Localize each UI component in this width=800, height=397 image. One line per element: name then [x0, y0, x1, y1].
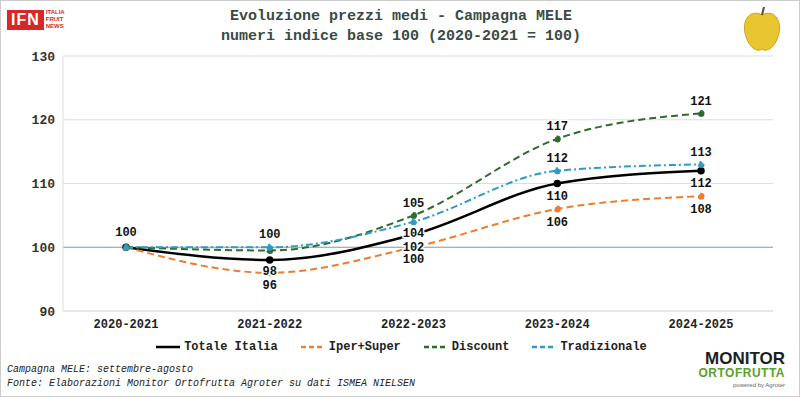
svg-text:105: 105: [403, 197, 425, 211]
svg-text:100: 100: [259, 228, 281, 242]
html-text:Campagna MELE: settembre-agost: Campagna MELE: settembre-agosto: [7, 364, 193, 375]
svg-text:102: 102: [402, 240, 425, 255]
svg-text:2020-2021: 2020-2021: [94, 318, 159, 332]
svg-text:108: 108: [690, 203, 712, 217]
html-text:Discount: Discount: [451, 340, 510, 354]
svg-text:2021-2022: 2021-2022: [237, 318, 302, 332]
html-text:FRUIT: FRUIT: [45, 16, 64, 22]
svg-text:2024-2025: 2024-2025: [669, 318, 734, 332]
svg-text:112: 112: [690, 177, 712, 191]
html-text:IFN: IFN: [11, 10, 40, 28]
html-text:Evoluzione prezzi medi - Campa: Evoluzione prezzi medi - Campagna MELE: [230, 8, 572, 25]
svg-text:110: 110: [32, 177, 56, 192]
svg-text:2023-2024: 2023-2024: [525, 318, 590, 332]
html-text:ORTOFRUTTA: ORTOFRUTTA: [698, 366, 785, 380]
html-text:Totale Italia: Totale Italia: [184, 340, 278, 354]
svg-text:110: 110: [546, 190, 568, 204]
html-text:NEWS: NEWS: [45, 23, 64, 29]
svg-text:120: 120: [32, 113, 56, 128]
svg-text:104: 104: [403, 227, 425, 241]
svg-text:100: 100: [32, 241, 56, 256]
svg-text:2022-2023: 2022-2023: [381, 318, 446, 332]
html-text:Iper+Super: Iper+Super: [328, 340, 401, 354]
svg-text:117: 117: [546, 120, 568, 134]
html-text:ITALIA: ITALIA: [45, 9, 65, 15]
svg-text:130: 130: [32, 50, 56, 65]
svg-text:100: 100: [403, 253, 425, 267]
svg-text:112: 112: [546, 152, 568, 166]
svg-text:90: 90: [39, 305, 55, 320]
html-text:powered by Agroter: powered by Agroter: [733, 382, 785, 388]
svg-text:100: 100: [115, 226, 137, 240]
html-text:Tradizionale: Tradizionale: [560, 340, 647, 354]
html-text:numeri indice base 100 (2020-2: numeri indice base 100 (2020-2021 = 100): [221, 28, 581, 45]
svg-text:121: 121: [690, 95, 712, 109]
svg-text:113: 113: [690, 146, 712, 160]
svg-text:96: 96: [263, 279, 277, 293]
html-text:MONITOR: MONITOR: [705, 349, 785, 368]
svg-text:98: 98: [263, 265, 277, 279]
svg-text:106: 106: [546, 216, 568, 230]
html-text:Fonte: Elaborazioni Monitor Or: Fonte: Elaborazioni Monitor Ortofrutta A…: [7, 378, 416, 389]
